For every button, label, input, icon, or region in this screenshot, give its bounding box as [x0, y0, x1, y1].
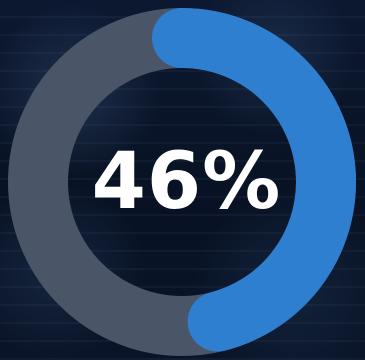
- progress-arc: [8, 8, 356, 356]
